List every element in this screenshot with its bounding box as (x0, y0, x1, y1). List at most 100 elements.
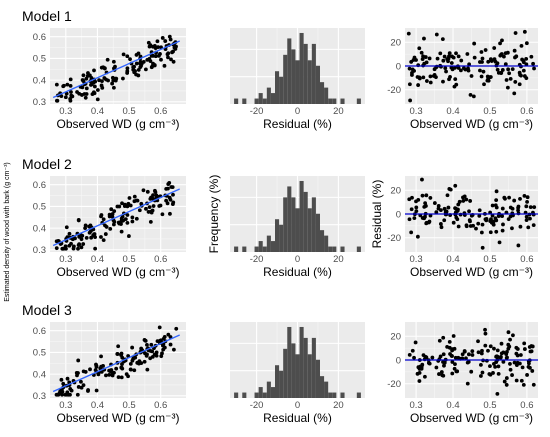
data-point (450, 371, 455, 376)
y-tick-label: 0.4 (33, 223, 46, 234)
data-point (92, 68, 96, 73)
data-point (434, 365, 439, 370)
data-point (61, 83, 66, 88)
histogram-bar (266, 381, 271, 398)
data-point (488, 344, 493, 349)
data-point (481, 69, 486, 74)
histogram-bar (332, 392, 337, 398)
data-point (505, 349, 509, 354)
data-point (499, 341, 504, 346)
data-point (82, 92, 87, 96)
data-point (493, 203, 498, 208)
data-point (483, 327, 487, 332)
x-tick-label: 0.6 (520, 400, 533, 411)
data-point (439, 370, 444, 374)
x-tick-label: 0.5 (483, 254, 496, 265)
data-point (99, 364, 104, 369)
histogram-bar (242, 246, 247, 252)
data-point (452, 65, 457, 70)
data-point (456, 54, 461, 59)
data-point (428, 74, 433, 79)
data-point (406, 31, 411, 36)
data-point (503, 62, 508, 67)
data-point (439, 225, 444, 230)
data-point (67, 243, 72, 248)
histogram-bar (266, 235, 271, 252)
data-point (112, 85, 116, 90)
x-tick-label: -20 (250, 400, 264, 411)
data-point (446, 59, 450, 64)
data-point (412, 355, 416, 360)
data-point (440, 37, 445, 42)
histogram-bar (295, 354, 300, 398)
data-point (524, 56, 529, 61)
data-point (445, 193, 450, 198)
panel-title: Model 1 (22, 8, 72, 24)
data-point (88, 223, 93, 228)
data-point (171, 347, 176, 352)
data-point (94, 362, 98, 367)
data-point (132, 368, 137, 373)
histogram-bar (262, 246, 267, 252)
y-tick-label: 0.6 (33, 326, 46, 337)
histogram-bar (283, 348, 288, 398)
data-point (479, 351, 484, 356)
data-point (170, 185, 175, 190)
data-point (167, 181, 172, 185)
data-point (409, 207, 414, 212)
data-point (128, 57, 132, 62)
data-point (453, 77, 458, 82)
data-point (76, 243, 81, 248)
data-point (144, 206, 148, 211)
data-point (531, 61, 535, 66)
data-point (108, 226, 113, 231)
data-point (502, 379, 507, 384)
data-point (476, 221, 481, 226)
histogram-bar (295, 208, 300, 252)
data-point (120, 214, 125, 219)
data-point (422, 374, 427, 379)
fit-line (52, 188, 180, 247)
data-point (83, 95, 88, 100)
data-point (432, 72, 437, 77)
histogram-bar (242, 392, 247, 398)
histogram-bar (320, 230, 325, 252)
data-point (525, 195, 530, 200)
data-point (165, 201, 170, 206)
histogram-bar (234, 246, 239, 252)
data-point (76, 358, 81, 363)
histogram-bar (287, 326, 292, 398)
data-point (471, 223, 476, 228)
data-point (438, 222, 443, 226)
data-point (518, 224, 523, 229)
data-point (151, 204, 156, 208)
data-point (522, 29, 527, 34)
data-point (434, 210, 439, 215)
data-point (126, 374, 130, 379)
data-point (451, 55, 456, 60)
data-point (438, 354, 443, 359)
x-axis-label: Observed WD (g cm⁻³) (410, 411, 533, 425)
data-point (442, 218, 447, 223)
histogram-bar (340, 98, 345, 104)
histogram-bar (315, 359, 320, 398)
y-tick-label: 0.6 (33, 32, 46, 43)
data-point (125, 204, 130, 209)
histogram-bar (299, 180, 304, 252)
data-point (101, 238, 106, 242)
data-point (499, 71, 504, 75)
histogram-bar (254, 392, 259, 398)
x-tick-label: 0.3 (409, 254, 422, 265)
data-point (519, 378, 524, 383)
data-point (486, 59, 491, 64)
x-tick-label: 0.6 (520, 106, 533, 117)
y-tick-label: -20 (387, 85, 401, 96)
x-tick-label: 0 (295, 254, 300, 265)
data-point (94, 388, 99, 393)
data-point (142, 359, 147, 364)
data-point (437, 372, 441, 376)
data-point (148, 219, 153, 224)
data-point (517, 361, 522, 366)
x-tick-label: 0.5 (122, 254, 135, 265)
